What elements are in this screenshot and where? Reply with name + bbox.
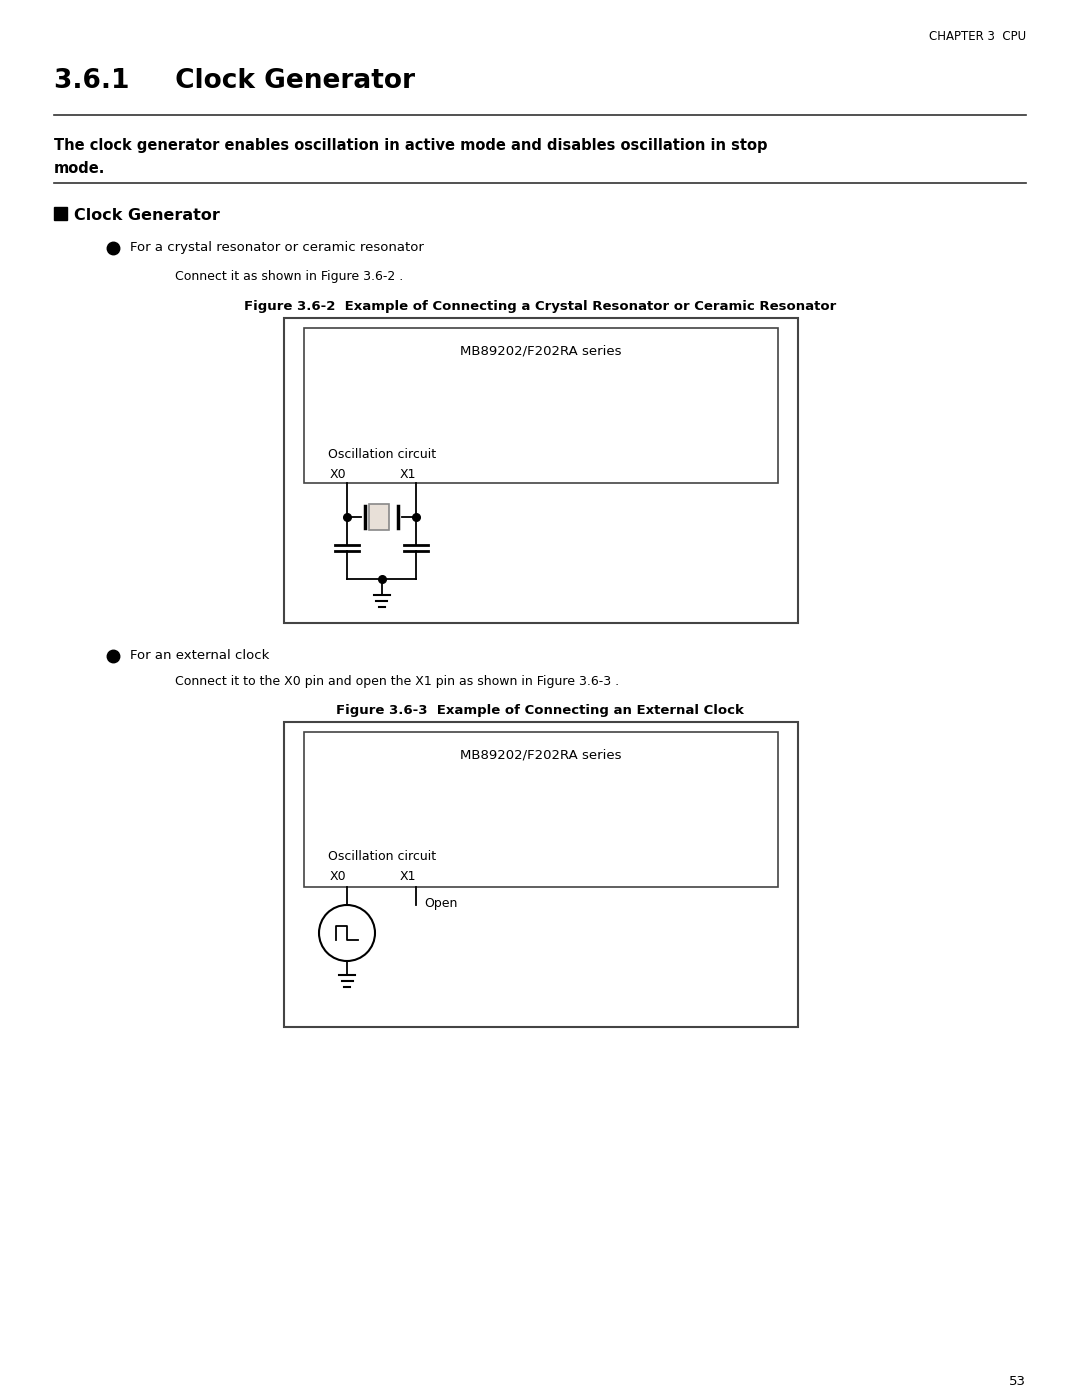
- Text: 53: 53: [1009, 1375, 1026, 1389]
- Bar: [284, 319, 798, 623]
- Text: mode.: mode.: [54, 161, 106, 176]
- Text: The clock generator enables oscillation in active mode and disables oscillation : The clock generator enables oscillation …: [54, 138, 768, 154]
- Bar: [303, 732, 778, 887]
- Text: MB89202/F202RA series: MB89202/F202RA series: [460, 345, 622, 358]
- Bar: [303, 328, 778, 483]
- Text: X1: X1: [400, 870, 417, 883]
- Text: X1: X1: [400, 468, 417, 481]
- Text: MB89202/F202RA series: MB89202/F202RA series: [460, 747, 622, 761]
- Text: Connect it as shown in Figure 3.6-2 .: Connect it as shown in Figure 3.6-2 .: [175, 270, 403, 284]
- Bar: [369, 504, 389, 529]
- Text: 3.6.1     Clock Generator: 3.6.1 Clock Generator: [54, 68, 415, 94]
- Bar: [54, 207, 67, 219]
- Text: Figure 3.6-3  Example of Connecting an External Clock: Figure 3.6-3 Example of Connecting an Ex…: [336, 704, 744, 717]
- Text: Open: Open: [424, 897, 457, 909]
- Text: Connect it to the X0 pin and open the X1 pin as shown in Figure 3.6-3 .: Connect it to the X0 pin and open the X1…: [175, 675, 619, 687]
- Text: Oscillation circuit: Oscillation circuit: [328, 849, 436, 863]
- Text: CHAPTER 3  CPU: CHAPTER 3 CPU: [929, 29, 1026, 43]
- Text: X0: X0: [330, 468, 347, 481]
- Text: X0: X0: [330, 870, 347, 883]
- Text: Clock Generator: Clock Generator: [75, 208, 220, 224]
- Text: For a crystal resonator or ceramic resonator: For a crystal resonator or ceramic reson…: [130, 242, 423, 254]
- Bar: [284, 722, 798, 1027]
- Text: Figure 3.6-2  Example of Connecting a Crystal Resonator or Ceramic Resonator: Figure 3.6-2 Example of Connecting a Cry…: [244, 300, 836, 313]
- Text: For an external clock: For an external clock: [130, 650, 269, 662]
- Text: Oscillation circuit: Oscillation circuit: [328, 448, 436, 461]
